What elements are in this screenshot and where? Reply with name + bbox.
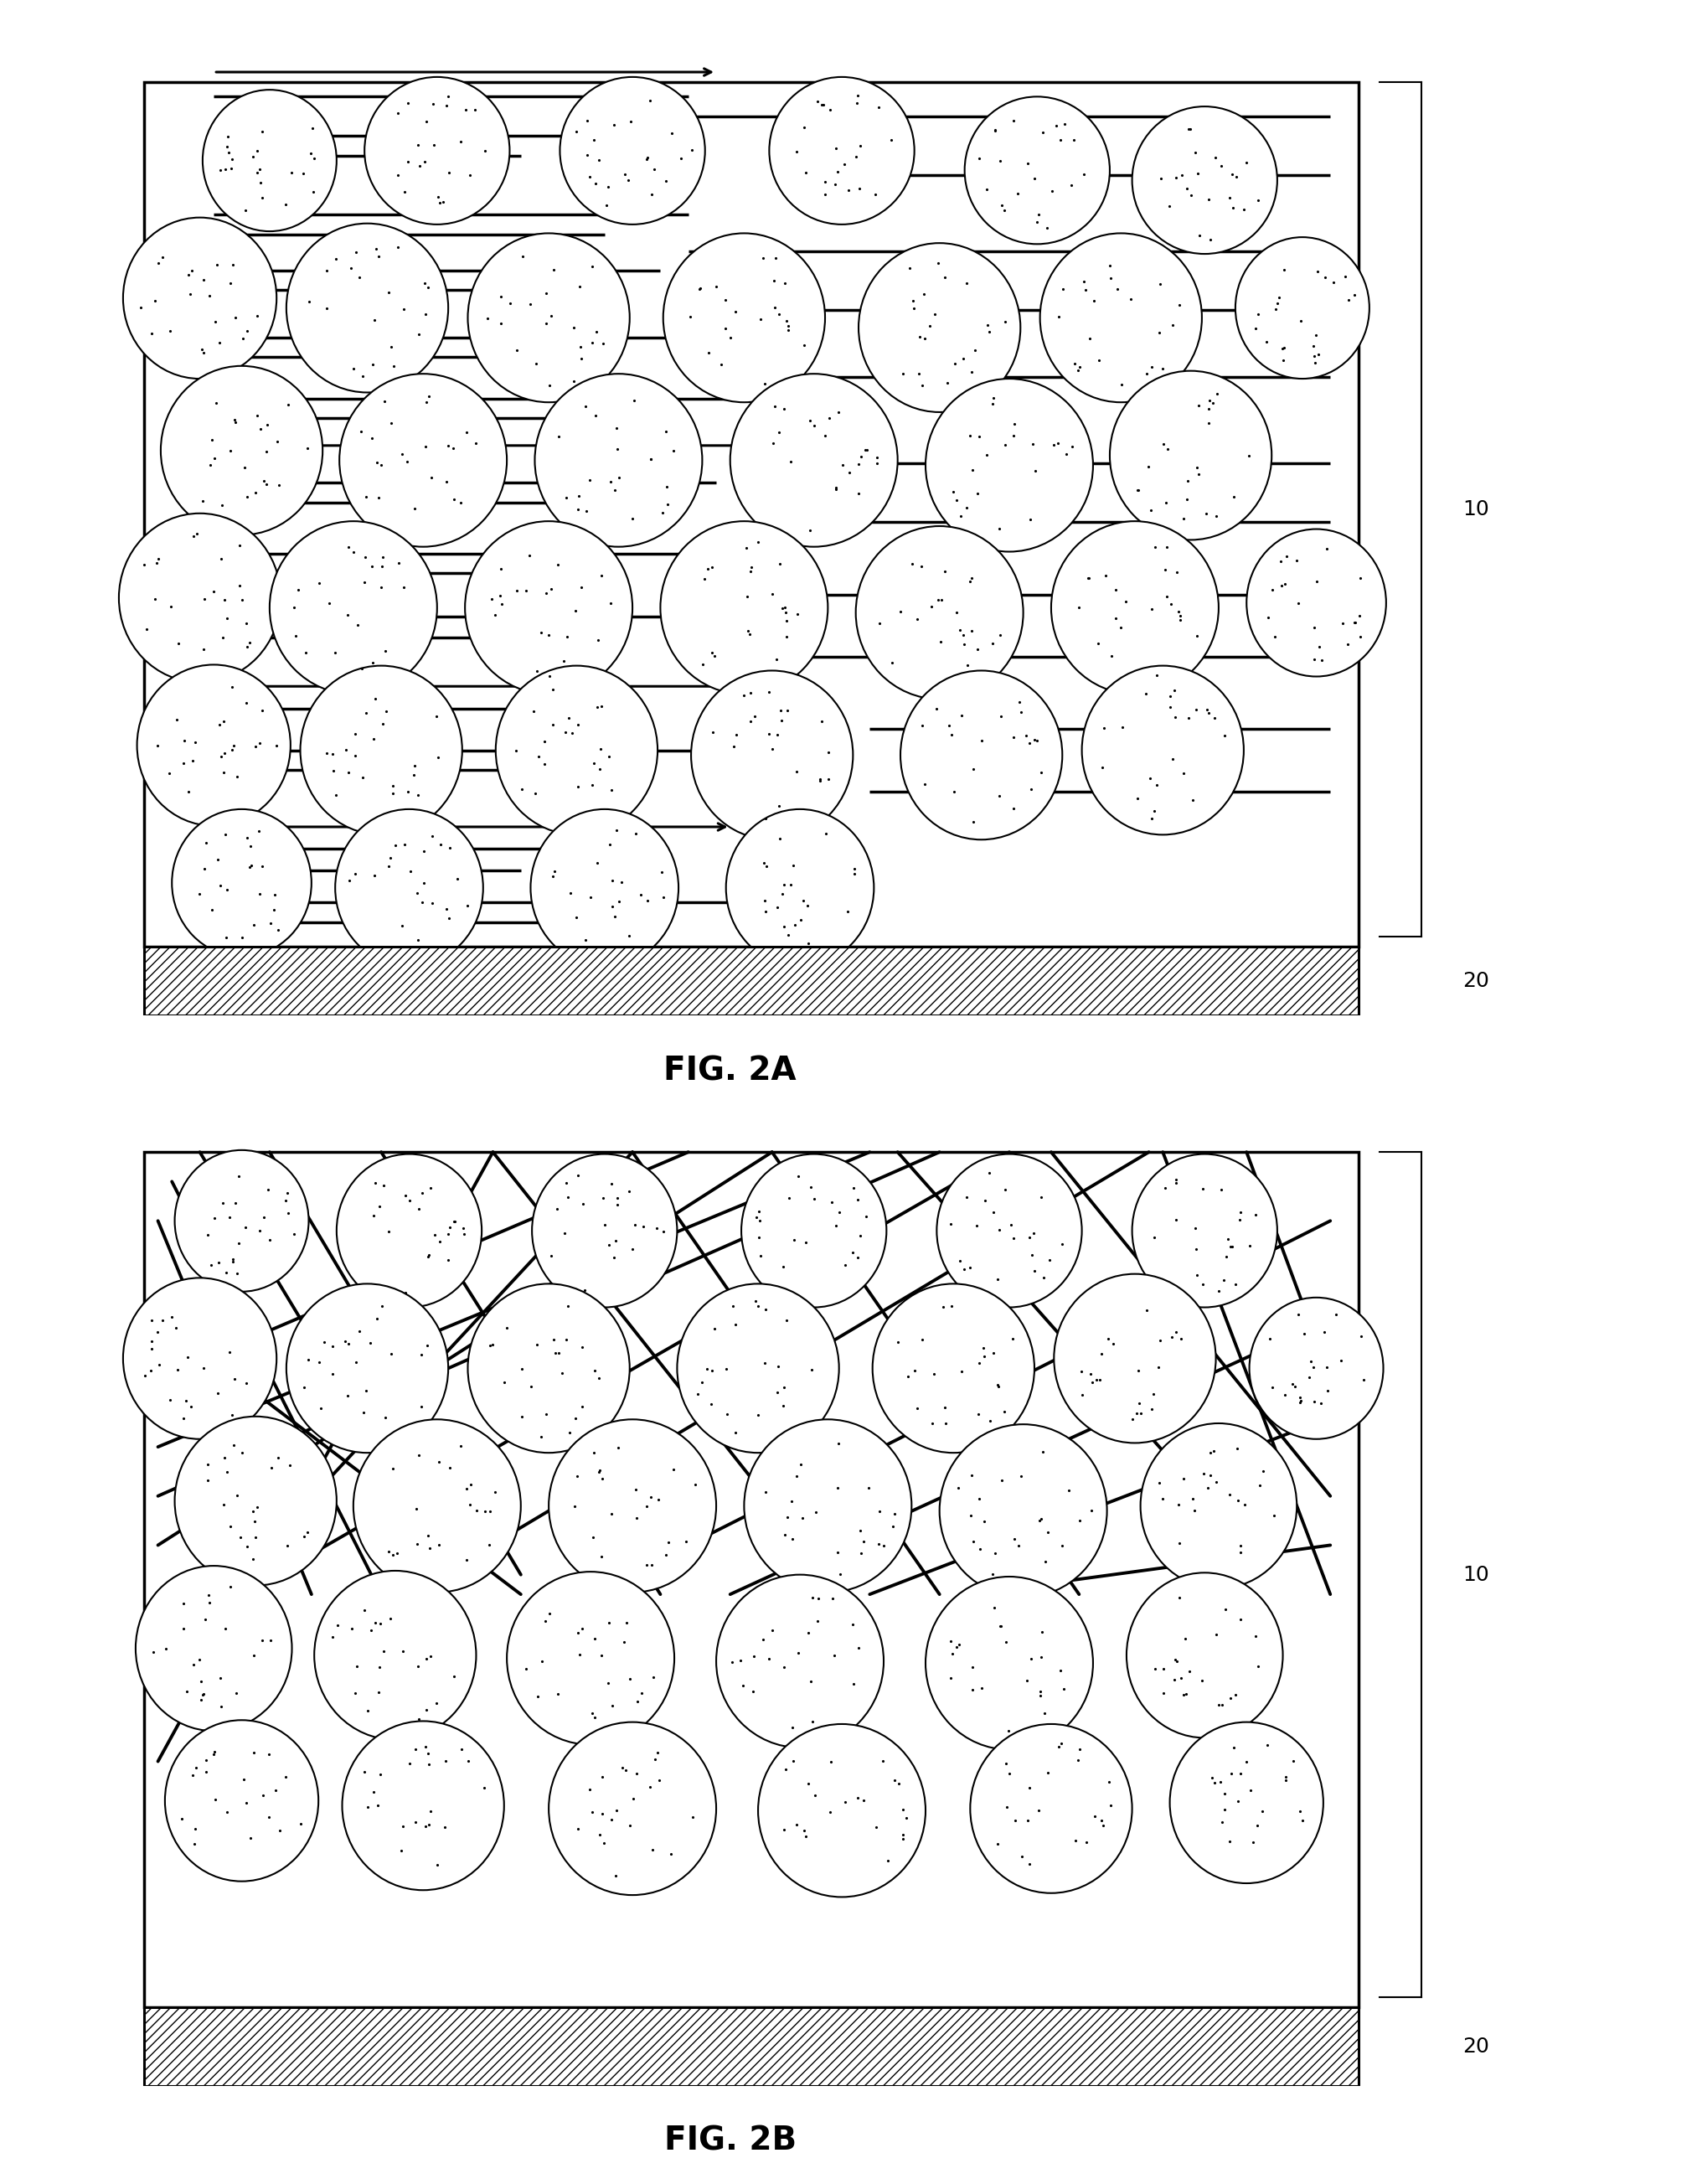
Ellipse shape [730,373,897,546]
Bar [145,1153,1358,2007]
Text: FIG. 2A: FIG. 2A [664,1055,797,1088]
Ellipse shape [335,808,483,965]
Ellipse shape [856,526,1023,699]
Ellipse shape [286,1284,448,1452]
Ellipse shape [677,1284,839,1452]
Ellipse shape [1127,1572,1283,1738]
Ellipse shape [965,96,1110,245]
Ellipse shape [165,1721,318,1880]
Text: 20: 20 [1462,972,1489,992]
Ellipse shape [1169,1723,1324,1883]
Ellipse shape [175,1151,308,1291]
Ellipse shape [119,513,281,681]
Ellipse shape [286,223,448,393]
Ellipse shape [717,1575,883,1747]
Ellipse shape [123,1278,276,1439]
Ellipse shape [465,522,633,695]
Ellipse shape [873,1284,1035,1452]
Ellipse shape [315,1570,477,1741]
Ellipse shape [1140,1424,1297,1588]
Ellipse shape [1132,107,1276,253]
Ellipse shape [533,1153,677,1308]
Ellipse shape [1052,522,1219,695]
Ellipse shape [1110,371,1271,539]
Ellipse shape [548,1721,717,1896]
Ellipse shape [172,808,311,957]
Ellipse shape [1082,666,1244,834]
Ellipse shape [970,1723,1132,1894]
Ellipse shape [1236,238,1370,378]
Text: 10: 10 [1462,500,1489,520]
Ellipse shape [123,218,276,378]
Ellipse shape [534,373,703,546]
Ellipse shape [203,90,337,232]
Ellipse shape [1132,1153,1276,1308]
Ellipse shape [940,1424,1106,1597]
Ellipse shape [900,670,1062,839]
Ellipse shape [337,1153,482,1308]
Ellipse shape [744,1420,912,1592]
Ellipse shape [364,76,509,225]
Bar [145,2007,1358,2086]
Ellipse shape [936,1153,1082,1308]
Ellipse shape [757,1723,926,1898]
Ellipse shape [742,1153,887,1308]
Bar [145,81,1358,948]
Ellipse shape [1040,234,1202,402]
Text: 20: 20 [1462,2035,1489,2057]
Ellipse shape [858,242,1021,413]
Ellipse shape [342,1721,504,1889]
Ellipse shape [354,1420,521,1592]
Ellipse shape [300,666,463,834]
Bar [145,948,1358,1016]
Ellipse shape [727,808,873,965]
Text: 10: 10 [1462,1564,1489,1586]
Ellipse shape [664,234,825,402]
Ellipse shape [1054,1273,1215,1444]
Ellipse shape [136,1566,293,1732]
Ellipse shape [339,373,507,546]
Ellipse shape [160,367,323,535]
Ellipse shape [769,76,914,225]
Ellipse shape [269,522,437,695]
Ellipse shape [560,76,705,225]
Ellipse shape [691,670,853,839]
Ellipse shape [468,1284,630,1452]
Ellipse shape [926,1577,1093,1749]
Ellipse shape [660,522,827,695]
Ellipse shape [175,1417,337,1586]
Ellipse shape [926,378,1093,553]
Ellipse shape [468,234,630,402]
Ellipse shape [138,664,291,826]
Ellipse shape [548,1420,717,1592]
Ellipse shape [495,666,657,834]
Ellipse shape [1246,529,1385,677]
Text: FIG. 2B: FIG. 2B [664,2125,797,2158]
Ellipse shape [507,1572,674,1745]
Ellipse shape [531,808,679,965]
Ellipse shape [1249,1297,1384,1439]
